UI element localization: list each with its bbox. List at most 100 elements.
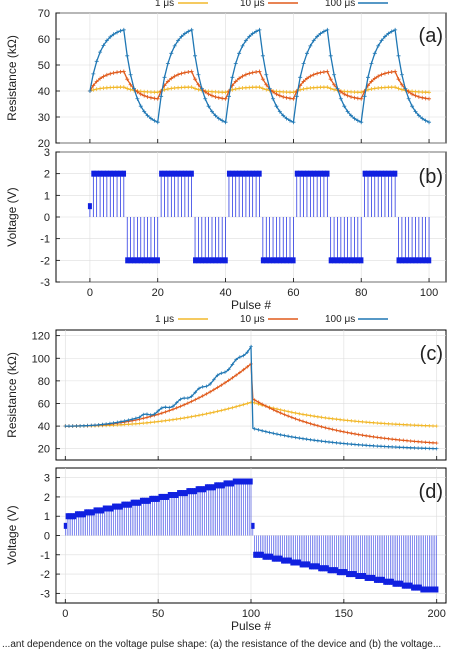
pulse-marker	[418, 584, 422, 591]
pulse-marker	[281, 257, 286, 264]
data-point	[78, 424, 82, 428]
data-point	[172, 86, 177, 91]
data-point	[286, 414, 290, 418]
data-point	[271, 431, 276, 436]
pulse-marker	[158, 493, 162, 500]
pulse-marker	[411, 584, 415, 591]
data-point	[281, 89, 286, 94]
pulse-marker	[262, 553, 266, 560]
pulse-marker	[311, 170, 316, 177]
pulse-marker	[247, 478, 251, 485]
pulse-marker	[149, 495, 153, 502]
pulse-marker	[128, 501, 132, 508]
data-point	[301, 79, 306, 84]
data-point	[304, 51, 309, 56]
data-point	[141, 421, 146, 425]
data-point	[196, 72, 201, 77]
data-point	[128, 87, 133, 92]
pulse-marker	[366, 574, 370, 581]
data-point	[148, 116, 153, 121]
data-point	[406, 89, 411, 94]
x-tick-label: 50	[152, 608, 164, 620]
data-point	[349, 94, 354, 99]
data-point	[330, 427, 335, 432]
pulse-marker	[316, 563, 320, 570]
data-point	[111, 421, 116, 425]
pulse-marker	[288, 257, 293, 264]
data-point	[94, 59, 99, 64]
data-point	[423, 90, 428, 95]
data-point	[254, 29, 259, 34]
pulse-marker	[208, 484, 212, 491]
pulse-marker	[238, 478, 242, 485]
data-point	[334, 417, 339, 422]
data-point	[291, 90, 296, 95]
data-point	[416, 439, 420, 444]
data-point	[223, 120, 228, 125]
data-point	[394, 422, 398, 427]
pulse-marker	[145, 497, 149, 504]
data-point	[220, 96, 225, 101]
data-point	[182, 416, 186, 420]
data-point	[87, 89, 92, 93]
pulse-marker	[321, 565, 326, 572]
data-point	[160, 411, 164, 415]
data-point	[345, 442, 350, 446]
pulse-marker	[274, 257, 279, 264]
pulse-marker	[74, 511, 79, 518]
data-point	[108, 34, 113, 39]
pulse-marker	[297, 559, 301, 566]
data-point	[182, 70, 187, 75]
data-point	[182, 31, 187, 36]
data-point	[330, 440, 335, 445]
data-point	[352, 116, 357, 121]
data-point	[379, 72, 384, 77]
y-tick-label: 100	[32, 353, 50, 365]
data-point	[130, 422, 134, 426]
pulse-marker	[264, 257, 269, 264]
data-point	[267, 430, 272, 435]
pulse-marker	[123, 501, 127, 508]
data-point	[291, 96, 296, 101]
pulse-marker	[268, 553, 272, 560]
pulse-marker	[115, 503, 119, 510]
data-point	[327, 416, 331, 421]
data-point	[360, 433, 365, 437]
data-point	[396, 53, 401, 58]
data-point	[408, 439, 413, 443]
y-tick-label: 2	[44, 492, 50, 504]
panel-d-ylabel: Voltage (V)	[5, 505, 19, 564]
pulse-marker	[155, 257, 160, 264]
data-point	[208, 382, 212, 386]
data-point	[277, 109, 282, 114]
data-point	[271, 89, 276, 94]
pulse-marker	[388, 578, 392, 585]
pulse-marker	[136, 499, 140, 506]
pulse-marker	[182, 490, 186, 497]
pulse-marker	[424, 586, 428, 593]
pulse-marker	[210, 484, 214, 491]
panel-b-xlabel: Pulse #	[231, 298, 271, 312]
data-point	[172, 43, 177, 48]
pulse-marker	[291, 257, 296, 264]
data-point	[416, 446, 420, 450]
pulse-marker	[342, 257, 347, 264]
data-point	[220, 118, 225, 123]
data-point	[96, 422, 101, 427]
data-point	[134, 416, 138, 421]
data-point	[174, 400, 179, 405]
data-point	[311, 38, 316, 43]
pulse-marker	[236, 478, 240, 485]
data-point	[233, 61, 238, 66]
pulse-marker	[372, 170, 377, 177]
data-point	[171, 407, 175, 412]
data-point	[98, 76, 103, 81]
data-point	[349, 442, 354, 446]
legend-entry-100us: 100 μs	[325, 0, 355, 9]
pulse-marker	[277, 555, 281, 562]
data-point	[301, 86, 306, 91]
data-point	[304, 86, 309, 91]
data-point	[427, 446, 432, 451]
data-point	[316, 423, 320, 428]
x-tick-label: 20	[152, 287, 164, 299]
